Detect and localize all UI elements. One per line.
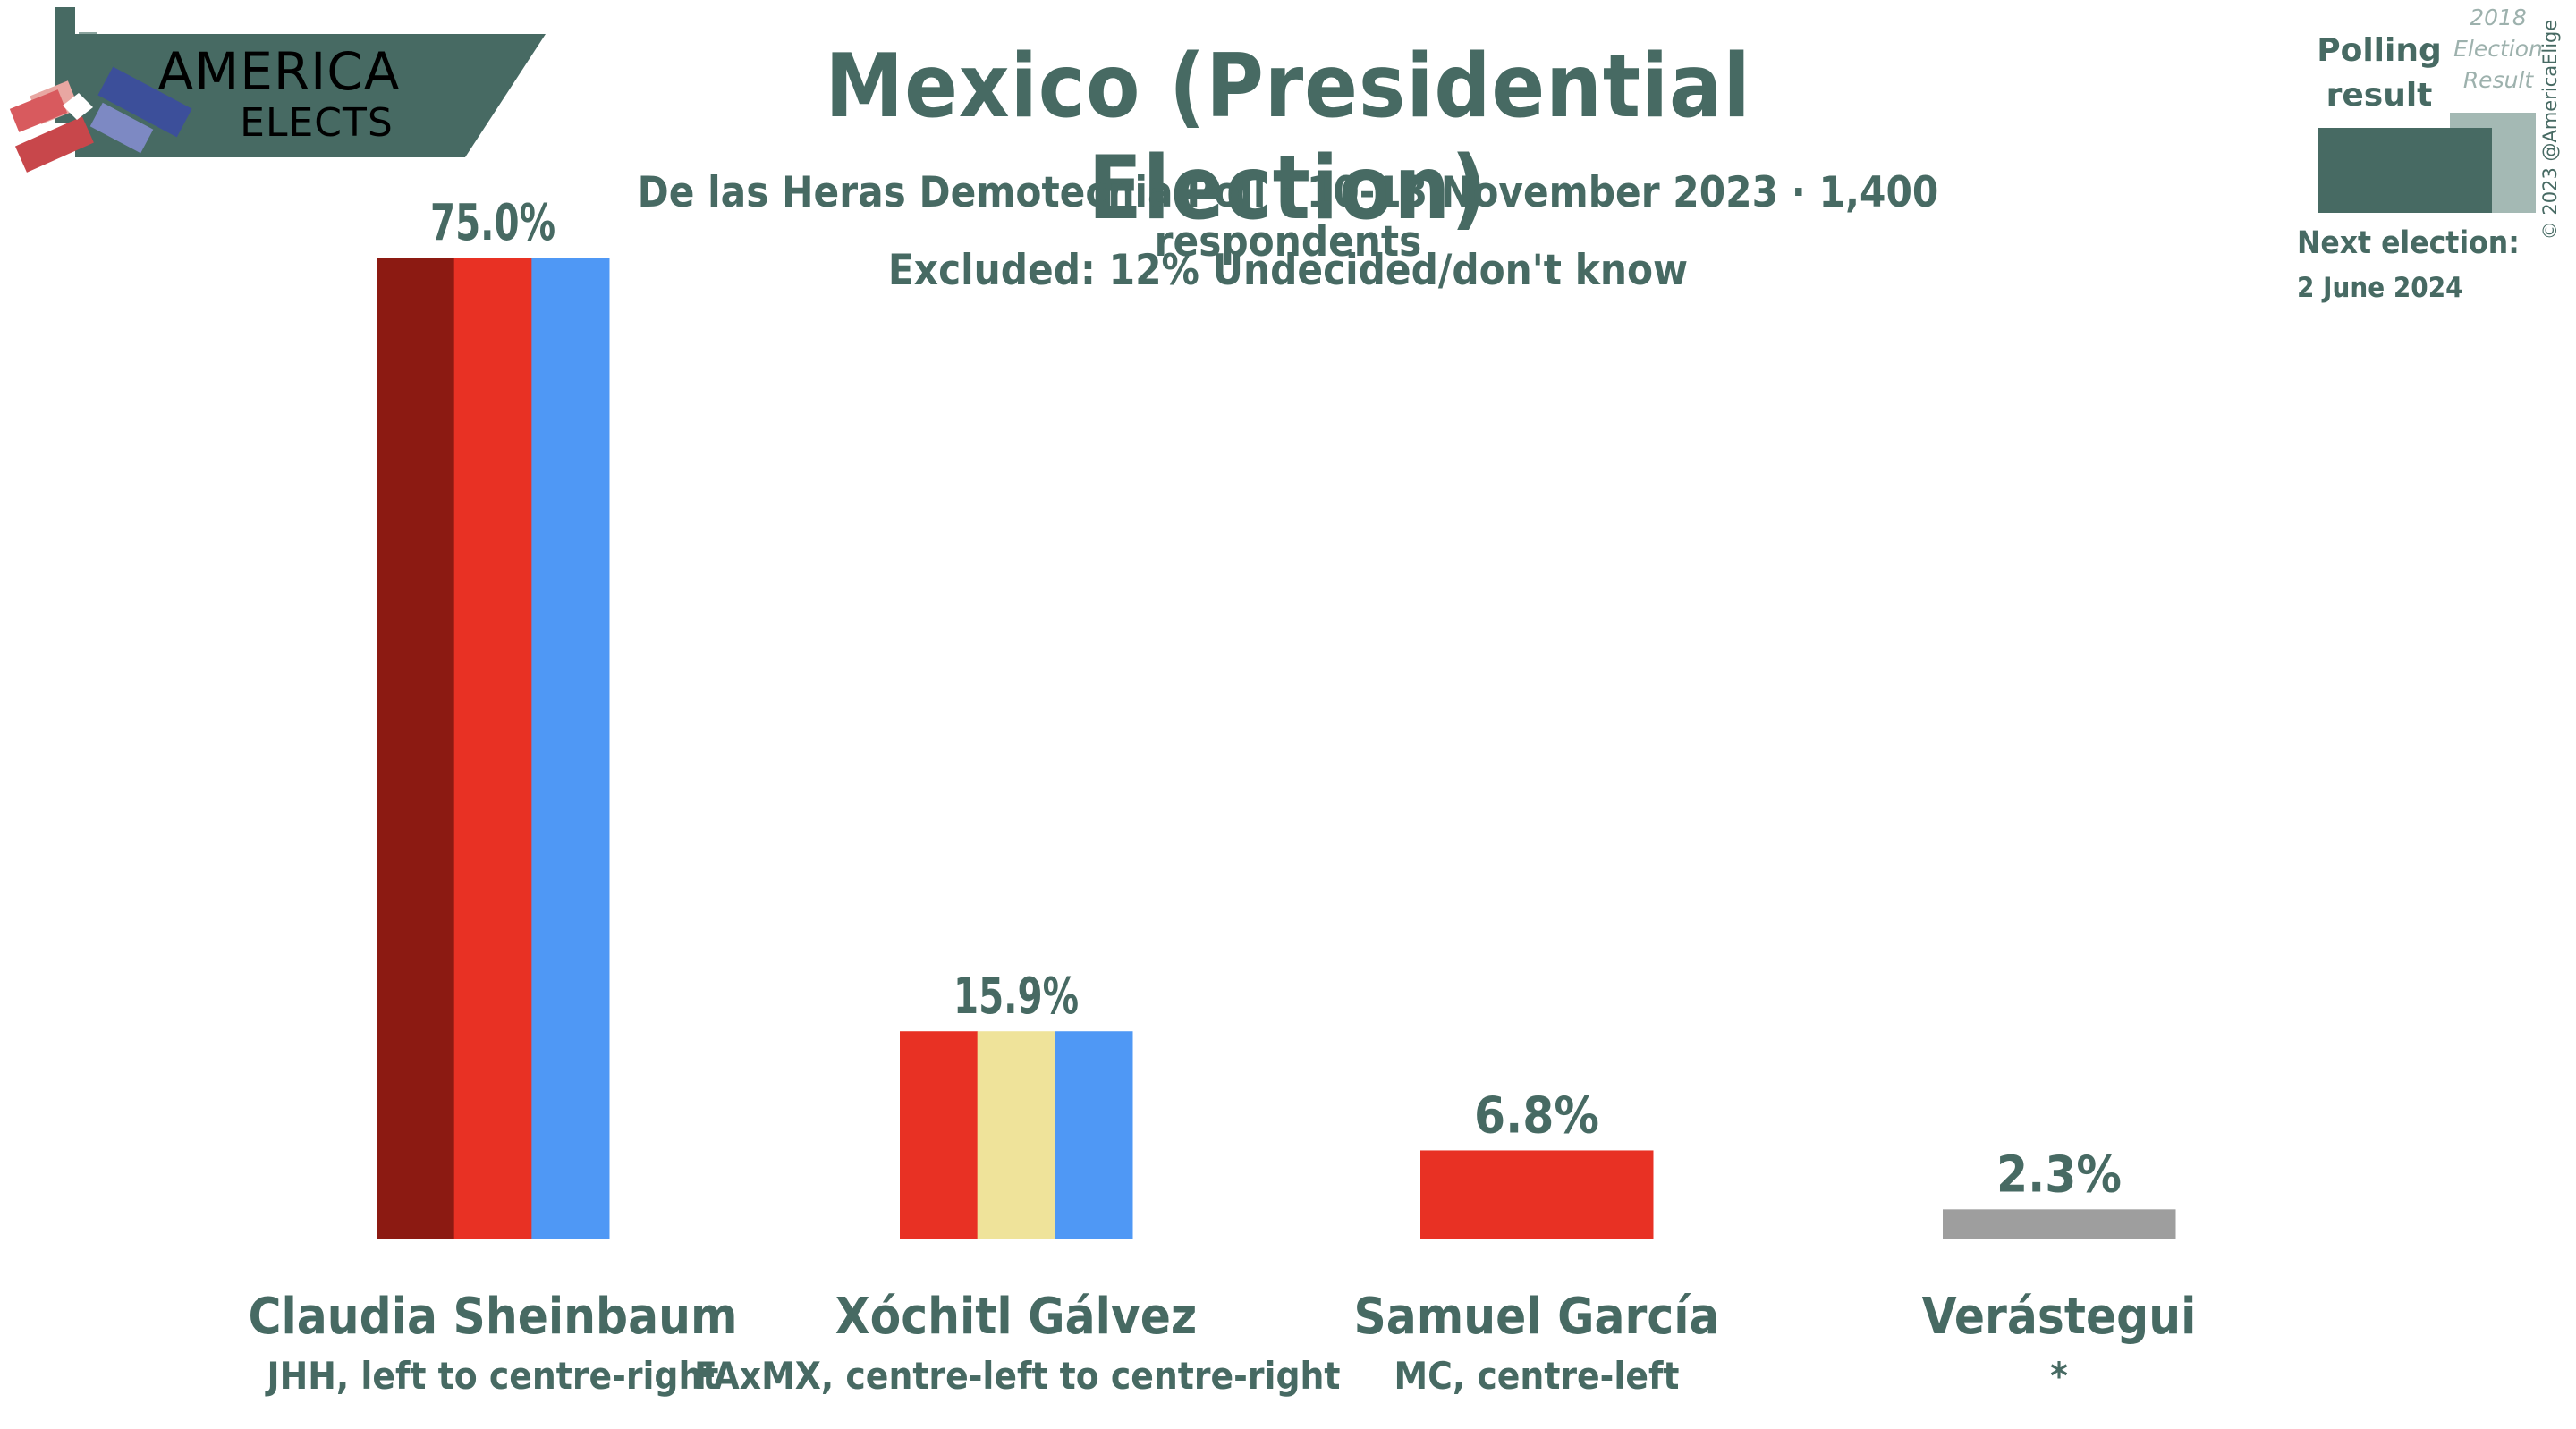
- bar-segment: [531, 258, 610, 1239]
- candidate-party-samuel-garcia: MC, centre-left: [1394, 1354, 1680, 1398]
- bar-segment: [377, 258, 455, 1239]
- bar-segment: [900, 1031, 979, 1239]
- legend-polling-line2: result: [2326, 77, 2433, 114]
- legend-prev-label: 2018 Election Result: [2440, 2, 2556, 96]
- chart-title: Mexico (Presidential Election): [825, 36, 1751, 240]
- bar-claudia-sheinbaum: [377, 258, 610, 1239]
- candidate-name-samuel-garcia: Samuel García: [1353, 1288, 1720, 1346]
- value-label-verastegui: 2.3%: [1996, 1146, 2122, 1204]
- logo-block-2: [14, 116, 94, 173]
- candidate-party-claudia-sheinbaum: JHH, left to centre-right: [267, 1354, 719, 1398]
- legend-polling-line1: Polling: [2317, 32, 2442, 69]
- legend-prev-line3: Result: [2462, 67, 2534, 93]
- legend-polling-swatch: [2318, 128, 2492, 213]
- logo-block-4: [97, 66, 192, 138]
- logo-star: [63, 93, 93, 120]
- logo-banner: [75, 34, 546, 157]
- logo-block-5: [89, 102, 154, 154]
- bar-segment: [977, 1031, 1055, 1239]
- legend-prev-line1: 2018: [2470, 4, 2527, 30]
- logo-text-elects: ELECTS: [240, 100, 394, 146]
- bar-segment: [1943, 1209, 2176, 1239]
- value-label-samuel-garcia: 6.8%: [1474, 1087, 1599, 1145]
- candidate-name-xochitl-galvez: Xóchitl Gálvez: [835, 1288, 1198, 1346]
- candidate-party-verastegui: *: [2050, 1354, 2068, 1398]
- bar-verastegui: [1943, 1209, 2176, 1239]
- candidate-name-verastegui: Verástegui: [1921, 1288, 2197, 1346]
- america-elects-logo: AMERICA ELECTS: [9, 7, 546, 173]
- value-label-xochitl-galvez: 15.9%: [953, 968, 1079, 1026]
- bar-samuel-garcia: [1420, 1150, 1654, 1239]
- poll-subtitle: De las Heras Demotecnia Poll · 10-13 Nov…: [637, 168, 1939, 266]
- logo-text-america: AMERICA: [158, 41, 401, 102]
- candidate-party-xochitl-galvez: FAxMX, centre-left to centre-right: [694, 1354, 1341, 1398]
- bar-segment: [1420, 1150, 1654, 1239]
- legend-prev-line2: Election: [2453, 36, 2543, 62]
- legend-polling-label: Polling result: [2294, 29, 2464, 118]
- logo-block-3: [9, 89, 68, 132]
- candidate-name-claudia-sheinbaum: Claudia Sheinbaum: [248, 1288, 738, 1346]
- bar-xochitl-galvez: [900, 1031, 1133, 1239]
- next-election-label: Next election:: [2297, 225, 2520, 261]
- next-election-date: 2 June 2024: [2297, 272, 2463, 304]
- value-label-claudia-sheinbaum: 75.0%: [430, 194, 555, 252]
- bar-segment: [453, 258, 532, 1239]
- excluded-note: Excluded: 12% Undecided/don't know: [887, 246, 1689, 295]
- bar-segment: [1055, 1031, 1133, 1239]
